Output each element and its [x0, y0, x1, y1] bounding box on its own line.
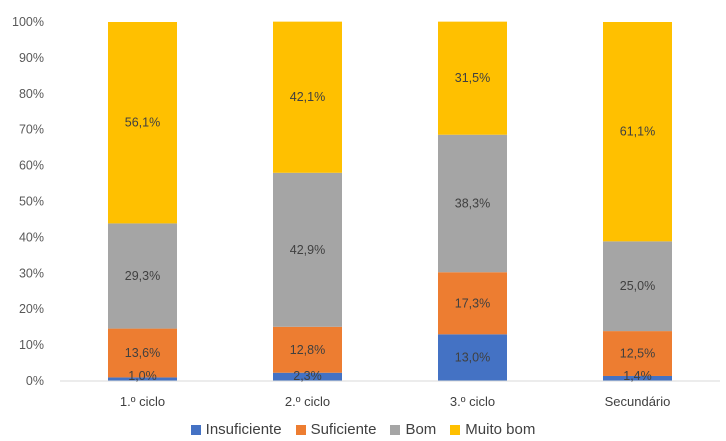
legend-label: Suficiente — [310, 421, 377, 438]
y-tick-label: 10% — [19, 338, 44, 352]
y-tick-label: 40% — [19, 230, 44, 244]
y-tick-label: 50% — [19, 195, 44, 209]
data-label: 38,3% — [455, 196, 490, 210]
x-axis: 1.º ciclo 2.º ciclo 3.º ciclo Secundário — [120, 394, 671, 409]
data-labels: 1,0% 13,6% 29,3% 56,1% 2,3% 12,8% 42,9% 42,1% 13… — [125, 71, 655, 383]
bar-segment — [438, 272, 507, 335]
bar-segment — [273, 172, 342, 327]
legend-label: Muito bom — [465, 421, 536, 438]
data-label: 12,8% — [290, 343, 325, 357]
bar-segment — [108, 22, 177, 224]
legend-swatch — [295, 424, 306, 435]
legend-swatch — [390, 424, 401, 435]
bar-segment — [438, 334, 507, 381]
data-label: 1,0% — [128, 369, 157, 383]
data-label: 56,1% — [125, 116, 160, 130]
x-tick-label: 3.º ciclo — [450, 394, 495, 409]
bars — [108, 21, 672, 381]
legend-label: Insuficiente — [205, 421, 282, 438]
y-tick-label: 60% — [19, 159, 44, 173]
bar-segment — [108, 223, 177, 329]
data-label: 42,9% — [290, 243, 325, 257]
bar-segment — [108, 377, 177, 381]
legend-item: Muito bom — [450, 421, 535, 438]
bar-segment — [438, 21, 507, 135]
legend-item: Suficiente — [295, 421, 377, 438]
y-tick-label: 0% — [26, 374, 44, 388]
legend-label: Bom — [405, 421, 437, 438]
data-label: 13,6% — [125, 346, 160, 360]
bar-segment — [273, 372, 342, 381]
legend: Insuficiente Suficiente Bom Muito bom — [0, 421, 726, 438]
stacked-bar-chart: 0% 10% 20% 30% 40% 50% 60% 70% 80% 90% 100% 1.º ci… — [12, 15, 720, 409]
data-label: 2,3% — [293, 369, 322, 383]
bar-segment — [603, 241, 672, 332]
bar-segment — [273, 326, 342, 373]
bar-segment — [603, 331, 672, 376]
data-label: 42,1% — [290, 90, 325, 104]
x-tick-label: Secundário — [605, 394, 671, 409]
data-label: 29,3% — [125, 269, 160, 283]
data-label: 25,0% — [620, 279, 655, 293]
data-label: 31,5% — [455, 71, 490, 85]
bar-segment — [108, 328, 177, 378]
legend-item: Bom — [390, 421, 436, 438]
legend-swatch — [190, 424, 201, 435]
y-tick-label: 80% — [19, 87, 44, 101]
y-tick-label: 30% — [19, 266, 44, 280]
legend-swatch — [450, 424, 461, 435]
bar-segment — [603, 375, 672, 381]
legend-item: Insuficiente — [190, 421, 282, 438]
data-label: 61,1% — [620, 125, 655, 139]
data-label: 13,0% — [455, 351, 490, 365]
bar-segment — [438, 134, 507, 273]
y-tick-label: 70% — [19, 123, 44, 137]
x-tick-label: 2.º ciclo — [285, 394, 330, 409]
y-axis: 0% 10% 20% 30% 40% 50% 60% 70% 80% 90% 100% — [12, 15, 44, 388]
bar-segment — [603, 22, 672, 242]
data-label: 12,5% — [620, 347, 655, 361]
data-label: 17,3% — [455, 296, 490, 310]
y-tick-label: 20% — [19, 302, 44, 316]
y-tick-label: 100% — [12, 15, 44, 29]
bar-segment — [273, 21, 342, 173]
y-tick-label: 90% — [19, 51, 44, 65]
x-tick-label: 1.º ciclo — [120, 394, 165, 409]
data-label: 1,4% — [623, 369, 652, 383]
